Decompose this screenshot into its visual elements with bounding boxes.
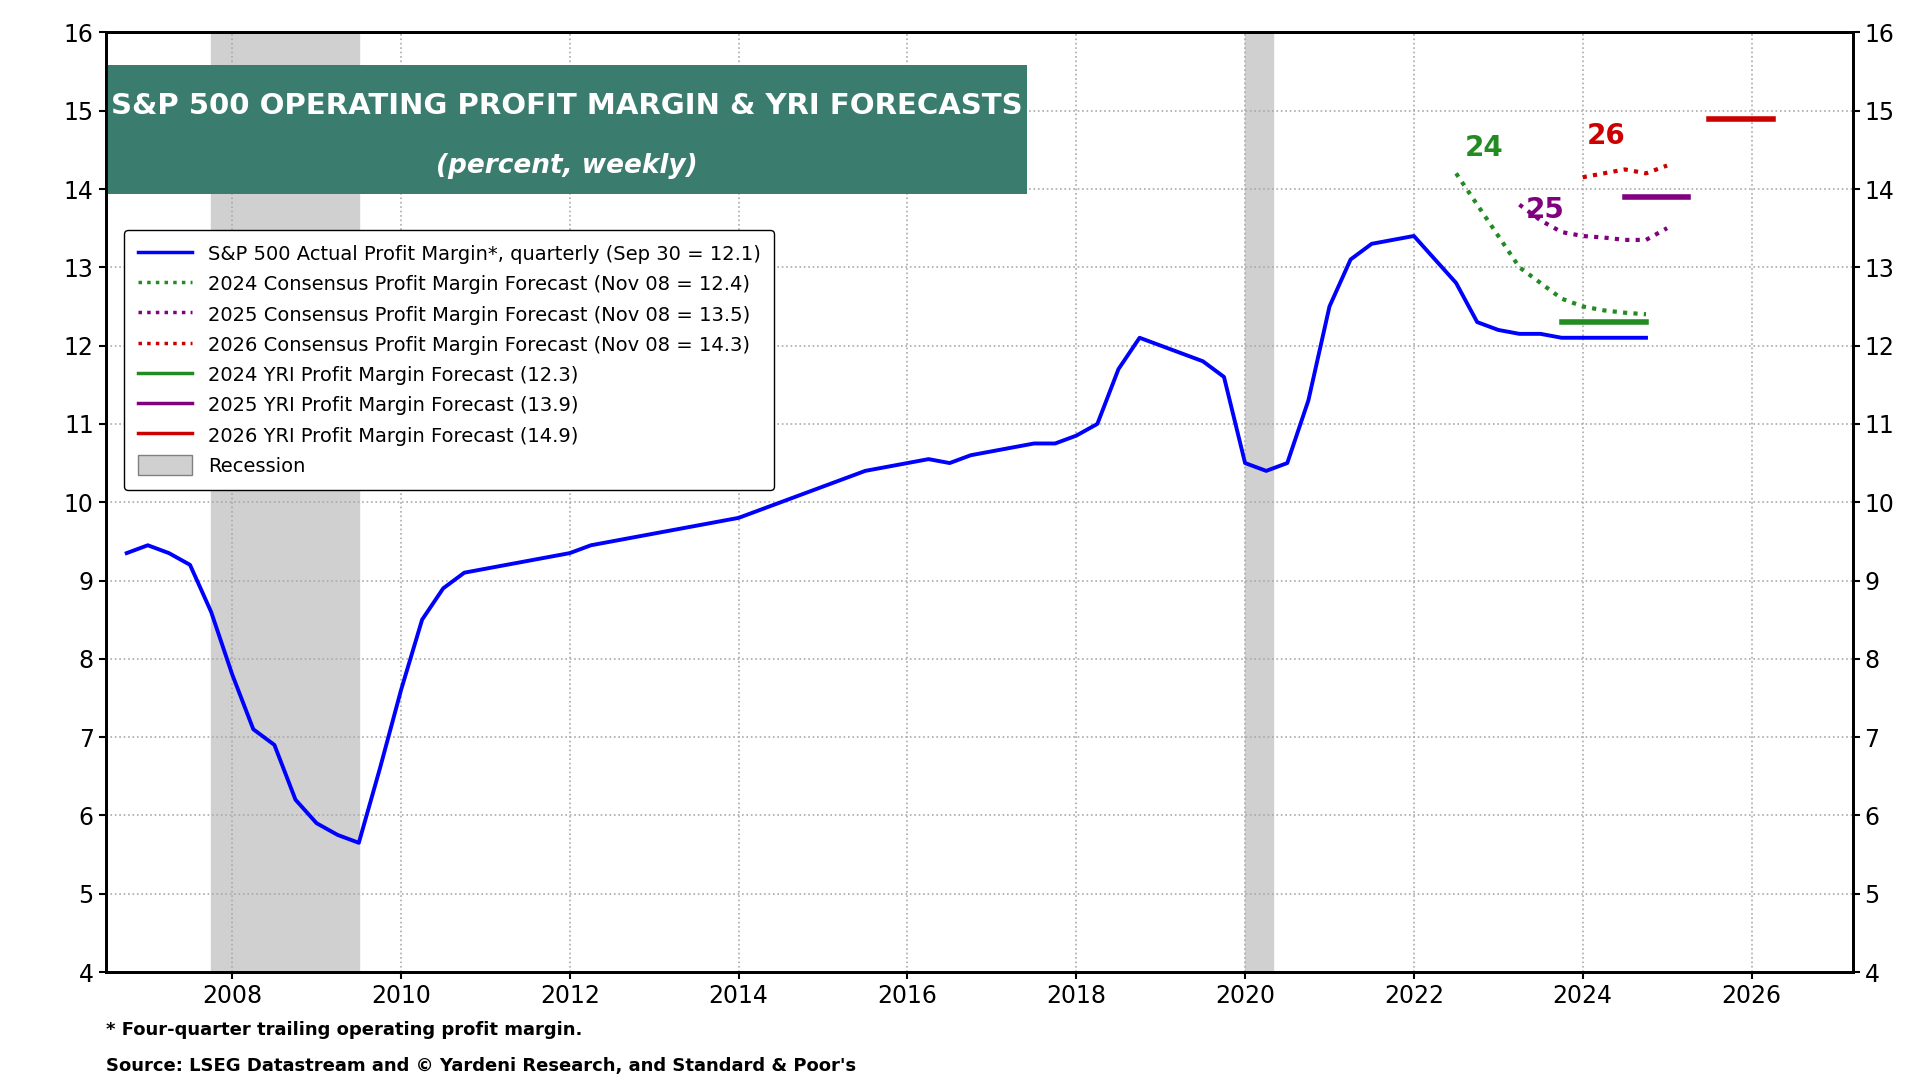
Text: (percent, weekly): (percent, weekly) [436,153,697,179]
Text: * Four-quarter trailing operating profit margin.: * Four-quarter trailing operating profit… [106,1021,582,1039]
Bar [106,65,1027,194]
Bar [211,32,359,972]
Legend: S&P 500 Actual Profit Margin*, quarterly (Sep 30 = 12.1), 2024 Consensus Profit : S&P 500 Actual Profit Margin*, quarterly… [125,230,774,489]
Text: 25: 25 [1524,197,1565,225]
Text: Source: LSEG Datastream and © Yardeni Research, and Standard & Poor's: Source: LSEG Datastream and © Yardeni Re… [106,1056,856,1075]
Text: S&P 500 OPERATING PROFIT MARGIN & YRI FORECASTS: S&P 500 OPERATING PROFIT MARGIN & YRI FO… [111,92,1021,120]
Text: 24: 24 [1465,134,1503,162]
Bar [1244,32,1273,972]
Text: 26: 26 [1588,122,1626,150]
